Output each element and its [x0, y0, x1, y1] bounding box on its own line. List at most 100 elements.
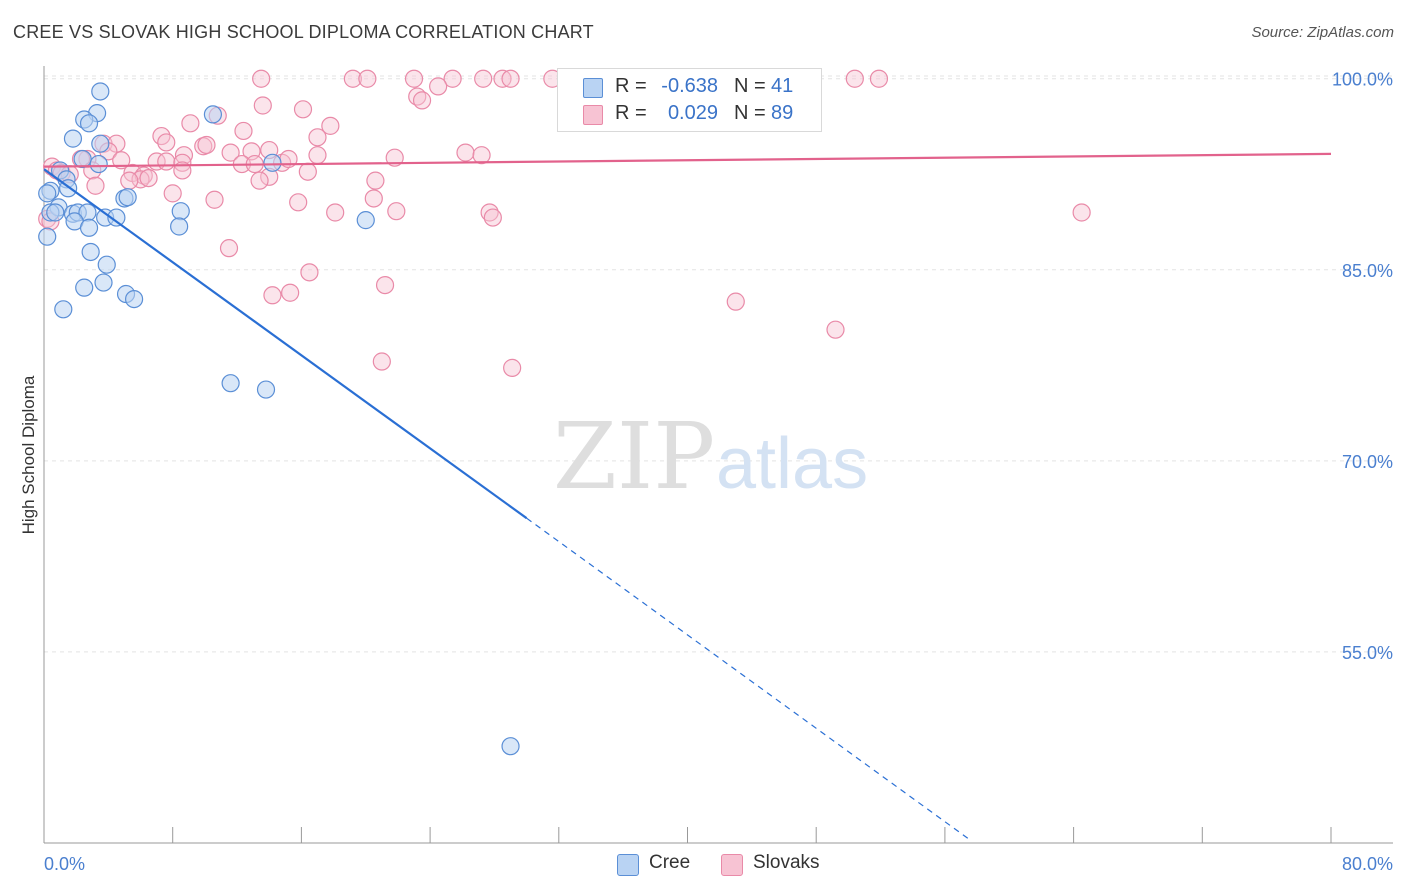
slovak-point: [364, 189, 383, 208]
cree-point: [170, 217, 189, 236]
slovak-point: [308, 146, 327, 165]
slovak-point: [157, 152, 176, 171]
slovak-point: [219, 239, 239, 258]
n-label: N =: [734, 75, 766, 97]
cree-point: [63, 129, 83, 148]
slovak-point: [404, 69, 424, 88]
slovak-trend-line: [43, 152, 1332, 168]
cree-point: [94, 273, 113, 292]
x-tick-label-max: 80.0%: [1342, 854, 1393, 874]
cree-point: [91, 134, 110, 153]
r-value: -0.638: [661, 75, 718, 97]
slovak-point: [157, 133, 176, 152]
cree-point: [38, 184, 57, 203]
slovak-point: [139, 168, 158, 188]
slovak-point: [250, 171, 269, 190]
slovak-point: [321, 116, 340, 135]
cree-point: [124, 290, 144, 309]
slovak-point: [174, 146, 194, 165]
stats-legend: R = -0.638 N = 41 R = 0.029 N = 89: [557, 68, 822, 132]
slovak-point: [181, 114, 200, 133]
slovak-point: [308, 128, 327, 147]
cree-swatch: [583, 78, 603, 98]
slovak-point: [826, 320, 845, 339]
slovak-point: [372, 352, 391, 371]
cree-swatch: [617, 854, 639, 876]
slovak-point: [483, 208, 502, 227]
cree-point: [38, 227, 57, 246]
watermark-atlas: atlas: [716, 424, 868, 504]
cree-point: [73, 149, 92, 169]
cree-point: [256, 380, 276, 399]
slovak-point: [281, 283, 300, 302]
slovak-point: [1072, 203, 1091, 222]
slovak-point: [252, 69, 271, 88]
slovak-point: [375, 275, 395, 295]
cree-point: [221, 374, 240, 393]
slovak-point: [298, 162, 317, 181]
chart-title: CREE VS SLOVAK HIGH SCHOOL DIPLOMA CORRE…: [13, 22, 594, 42]
slovak-point: [474, 69, 493, 88]
slovak-point: [366, 171, 385, 190]
slovak-point: [412, 91, 432, 110]
slovak-point: [173, 153, 192, 172]
slovak-point: [358, 69, 377, 88]
slovak-point: [443, 69, 462, 88]
tick-labels: 100.0% 85.0% 70.0% 55.0% 0.0% 80.0%: [44, 70, 1393, 874]
cree-point: [81, 242, 100, 262]
slovak-point: [86, 176, 105, 195]
cree-point: [203, 105, 223, 124]
slovak-point: [343, 69, 362, 88]
slovak-point: [289, 193, 308, 212]
r-label: R =: [615, 75, 647, 97]
slovak-point: [869, 69, 889, 88]
slovak-point: [163, 184, 182, 203]
n-value: 41: [771, 75, 794, 97]
legend-row-cree: R = -0.638 N = 41: [558, 74, 821, 100]
n-label: N =: [734, 102, 766, 124]
slovak-point: [234, 121, 253, 141]
slovak-point: [726, 292, 745, 311]
cree-point: [356, 211, 375, 230]
cree-label: Cree: [649, 852, 691, 873]
slovak-point: [253, 96, 272, 115]
slovak-point: [221, 143, 240, 162]
slovaks-label: Slovaks: [753, 852, 820, 873]
y-tick-label: 70.0%: [1342, 452, 1393, 472]
legend-row-slovaks: R = 0.029 N = 89: [558, 101, 821, 127]
slovak-swatch: [583, 105, 603, 125]
cree-point: [89, 154, 108, 174]
cree-point: [171, 202, 190, 221]
cree-point: [263, 153, 282, 172]
y-tick-label: 55.0%: [1342, 643, 1393, 663]
watermark-zip: ZIP: [553, 403, 715, 510]
watermark: ZIP atlas: [553, 403, 868, 510]
x-tick-label-min: 0.0%: [44, 854, 85, 874]
slovak-point: [385, 148, 404, 167]
slovak-point: [263, 286, 282, 305]
cree-trend-line: [43, 168, 528, 520]
r-label: R =: [615, 102, 647, 124]
cree-point: [118, 188, 137, 207]
cree-point: [97, 255, 116, 274]
slovak-point: [845, 69, 864, 88]
slovak-point: [120, 171, 139, 190]
cree-point: [54, 300, 73, 319]
slovak-point: [197, 135, 216, 155]
slovak-point: [293, 100, 313, 119]
cree-point: [107, 208, 126, 227]
cree-point: [501, 737, 520, 756]
r-value: 0.029: [667, 102, 718, 124]
cree-point: [46, 203, 65, 222]
cree-point: [91, 82, 110, 101]
slovak-point: [300, 263, 319, 282]
slovak-point: [472, 146, 491, 165]
cree-trend-extension: [526, 517, 970, 840]
y-tick-label: 85.0%: [1342, 261, 1393, 281]
slovak-point: [456, 143, 475, 162]
y-axis-label: High School Diploma: [19, 375, 38, 534]
cree-point: [75, 278, 94, 297]
slovak-point: [326, 203, 345, 222]
y-tick-label: 100.0%: [1332, 70, 1393, 90]
slovak-point: [205, 190, 224, 209]
